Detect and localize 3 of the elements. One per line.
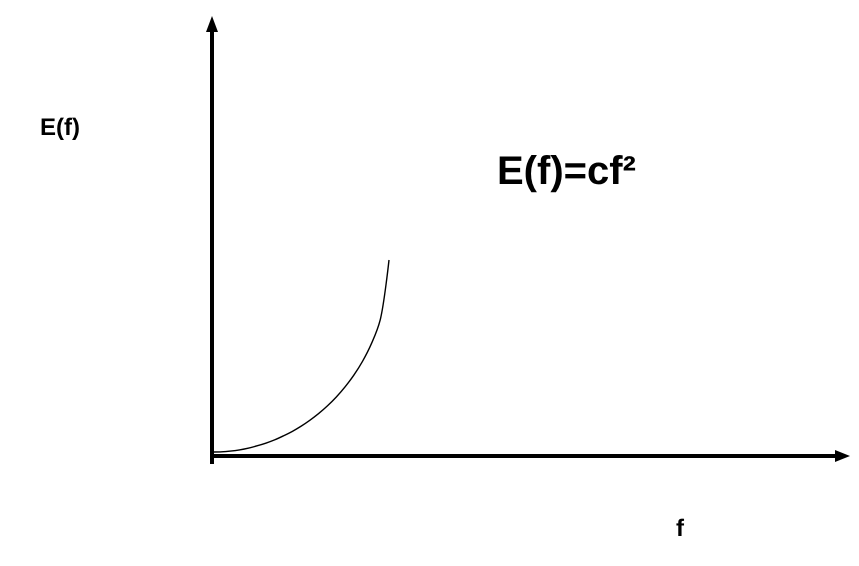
x-axis-title: f — [676, 515, 685, 542]
text: E(f)=cf² — [497, 149, 636, 193]
text: E(f) — [40, 114, 80, 141]
